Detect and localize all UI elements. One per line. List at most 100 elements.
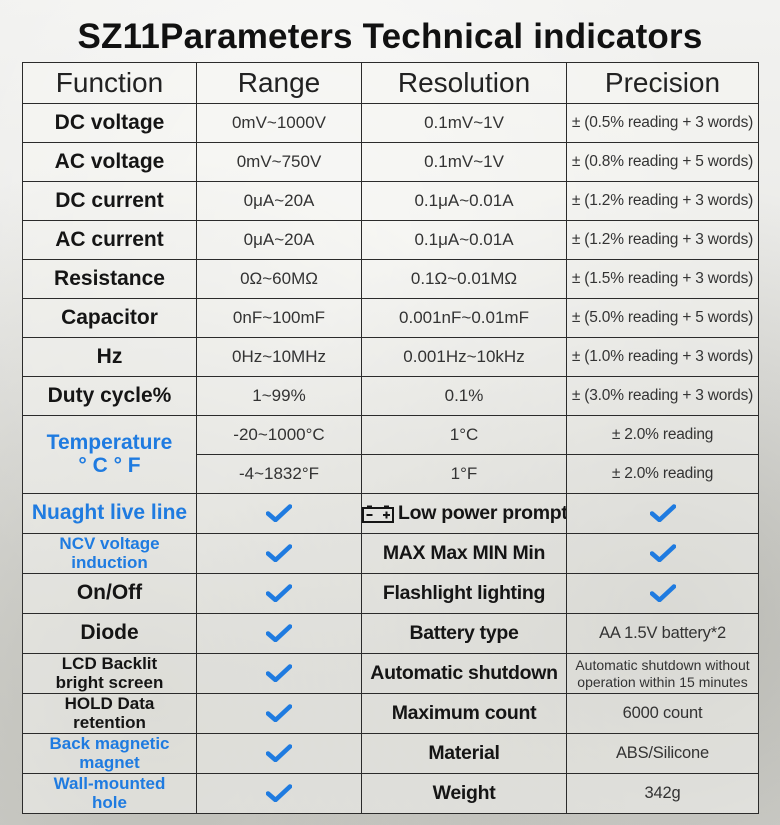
header-resolution: Resolution xyxy=(361,62,567,104)
table-row: NCV voltage induction MAX Max MIN Min xyxy=(22,533,759,574)
table-row: HOLD Data retention Maximum count 6000 coun… xyxy=(22,693,759,734)
range-cell: 0Hz~10MHz xyxy=(196,337,362,377)
function-cell: AC voltage xyxy=(22,142,197,182)
function-cell: Duty cycle% xyxy=(22,376,197,416)
check-icon xyxy=(266,784,292,803)
feature-label-cell: Flashlight lighting xyxy=(361,573,567,614)
feature-label-cell: Weight xyxy=(361,773,567,814)
resolution-cell: 0.1μA~0.01A xyxy=(361,220,567,260)
header-precision: Precision xyxy=(566,62,759,104)
precision-cell: ± 2.0% reading xyxy=(566,454,759,494)
resolution-cell: 0.1Ω~0.01MΩ xyxy=(361,259,567,299)
feature-value-cell: 342g xyxy=(566,773,759,814)
precision-cell: ± 2.0% reading xyxy=(566,415,759,455)
resolution-cell: 0.1mV~1V xyxy=(361,103,567,143)
check-icon xyxy=(649,584,676,603)
feature-label: Automatic shutdown xyxy=(370,662,558,684)
precision-cell: ± (1.2% reading + 3 words) xyxy=(566,220,759,260)
check-icon xyxy=(649,504,676,523)
resolution-cell: 1°C xyxy=(361,415,567,455)
feature-name-cell: Nuaght live line xyxy=(22,493,197,534)
feature-value-cell: Automatic shutdown without operation with… xyxy=(566,653,759,694)
function-cell: Hz xyxy=(22,337,197,377)
check-icon xyxy=(266,544,292,563)
table-row: LCD Backlit bright screen Automatic shutdo… xyxy=(22,653,759,694)
table-row: AC voltage 0mV~750V 0.1mV~1V ± (0.8% readin… xyxy=(22,142,759,182)
feature-name-cell: Diode xyxy=(22,613,197,654)
function-cell: AC current xyxy=(22,220,197,260)
check-icon xyxy=(649,544,676,563)
header-range: Range xyxy=(196,62,362,104)
header-function: Function xyxy=(22,62,197,104)
feature-value-cell xyxy=(566,573,759,614)
feature-support-cell xyxy=(196,733,362,774)
feature-value-cell: AA 1.5V battery*2 xyxy=(566,613,759,654)
precision-cell: ± (1.2% reading + 3 words) xyxy=(566,181,759,221)
range-cell: 0mV~750V xyxy=(196,142,362,182)
feature-label: Low power prompt xyxy=(398,502,567,524)
feature-name-cell: NCV voltage induction xyxy=(22,533,197,574)
feature-label: Flashlight lighting xyxy=(382,582,546,604)
table-row: Back magnetic magnet Material ABS/Silicone xyxy=(22,733,759,774)
feature-name-line1: Back magnetic xyxy=(49,734,170,754)
precision-cell: ± (5.0% reading + 5 words) xyxy=(566,298,759,338)
feature-name-cell: Back magnetic magnet xyxy=(22,733,197,774)
check-icon xyxy=(266,744,292,763)
check-icon xyxy=(266,704,292,723)
feature-name-cell: LCD Backlit bright screen xyxy=(22,653,197,694)
spec-table: Function Range Resolution Precision DC v… xyxy=(22,62,759,814)
feature-name-line1: HOLD Data xyxy=(64,694,155,714)
range-cell: 0nF~100mF xyxy=(196,298,362,338)
range-cell: -20~1000°C xyxy=(196,415,362,455)
battery-icon xyxy=(362,505,394,523)
feature-name-cell: HOLD Data retention xyxy=(22,693,197,734)
feature-name-cell: On/Off xyxy=(22,573,197,614)
feature-support-cell xyxy=(196,693,362,734)
table-row: Diode Battery type AA 1.5V battery*2 xyxy=(22,613,759,654)
function-cell-temperature: Temperature ° C ° F xyxy=(22,415,197,494)
range-cell: 0Ω~60MΩ xyxy=(196,259,362,299)
feature-name-line1: Nuaght live line xyxy=(31,501,188,525)
table-row: DC current 0μA~20A 0.1μA~0.01A ± (1.2% read… xyxy=(22,181,759,221)
temperature-units-label: ° C ° F xyxy=(78,453,141,477)
feature-name-line1: Diode xyxy=(80,621,139,645)
table-row: Temperature ° C ° F -20~1000°C 1°C ± 2.0% re… xyxy=(22,415,759,494)
resolution-cell: 0.1% xyxy=(361,376,567,416)
resolution-cell: 0.001nF~0.01mF xyxy=(361,298,567,338)
range-cell: 1~99% xyxy=(196,376,362,416)
feature-support-cell xyxy=(196,573,362,614)
table-row: DC voltage 0mV~1000V 0.1mV~1V ± (0.5% readi… xyxy=(22,103,759,143)
range-cell: 0μA~20A xyxy=(196,220,362,260)
feature-label: MAX Max MIN Min xyxy=(382,542,546,564)
feature-name-line2: induction xyxy=(71,552,148,572)
check-icon xyxy=(266,504,292,523)
feature-name-line1: Wall-mounted xyxy=(53,774,166,794)
function-cell: DC current xyxy=(22,181,197,221)
table-row: Nuaght live line Low power prompt xyxy=(22,493,759,534)
feature-label: Weight xyxy=(432,782,496,804)
feature-name-line2: magnet xyxy=(79,752,140,772)
feature-support-cell xyxy=(196,653,362,694)
table-body: DC voltage 0mV~1000V 0.1mV~1V ± (0.5% readi… xyxy=(22,103,759,814)
feature-label: Battery type xyxy=(409,622,519,644)
feature-value-cell xyxy=(566,533,759,574)
feature-label-cell: Low power prompt xyxy=(361,493,567,534)
feature-support-cell xyxy=(196,533,362,574)
table-row: -4~1832°F 1°F ± 2.0% reading xyxy=(23,454,759,494)
feature-label-cell: MAX Max MIN Min xyxy=(361,533,567,574)
resolution-cell: 0.1mV~1V xyxy=(361,142,567,182)
precision-cell: ± (3.0% reading + 3 words) xyxy=(566,376,759,416)
feature-value-cell: 6000 count xyxy=(566,693,759,734)
resolution-cell: 0.1μA~0.01A xyxy=(361,181,567,221)
range-cell: 0mV~1000V xyxy=(196,103,362,143)
table-row: Duty cycle% 1~99% 0.1% ± (3.0% reading + 3 … xyxy=(22,376,759,416)
range-cell: -4~1832°F xyxy=(196,454,362,494)
resolution-cell: 1°F xyxy=(361,454,567,494)
check-icon xyxy=(266,664,292,683)
function-cell: Resistance xyxy=(22,259,197,299)
table-row: Resistance 0Ω~60MΩ 0.1Ω~0.01MΩ ± (1.5% read… xyxy=(22,259,759,299)
precision-cell: ± (1.0% reading + 3 words) xyxy=(566,337,759,377)
check-icon xyxy=(266,584,292,603)
function-cell: DC voltage xyxy=(22,103,197,143)
feature-name-line2: retention xyxy=(73,712,146,732)
